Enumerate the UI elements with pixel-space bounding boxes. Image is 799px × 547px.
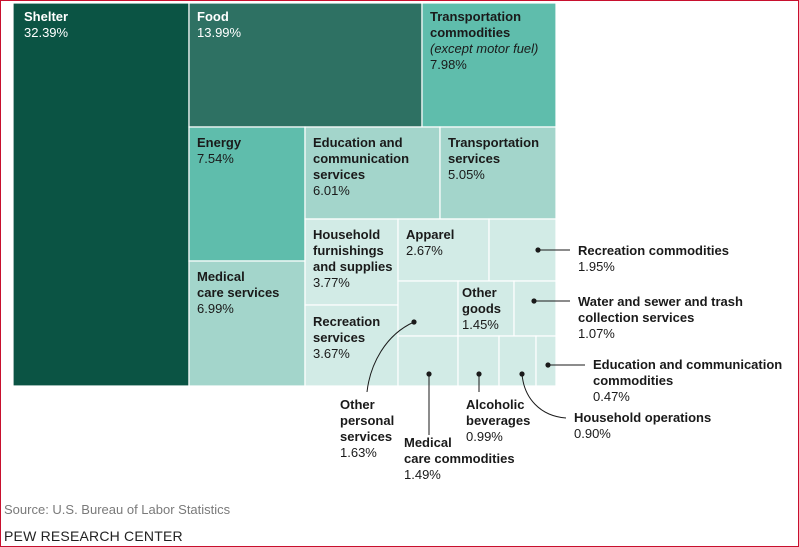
- treemap-tile-shelter: [12, 2, 190, 387]
- treemap-tile-water-and-sewer-and-trash-collection-services: [513, 280, 557, 337]
- tile-label-shelter: Shelter 32.39%: [24, 9, 69, 40]
- callout-label-education-and-communication-commodities: Education and communication commodities 0.…: [593, 357, 782, 404]
- leader-dot-recreation-commodities: [535, 247, 541, 253]
- treemap-tile-other-goods: [457, 280, 515, 337]
- callout-label-household-operations: Household operations 0.90%: [574, 410, 711, 441]
- leader-dot-household-operations: [519, 371, 525, 377]
- treemap-tile-recreation-services: [304, 304, 399, 387]
- leader-dot-other-personal-services: [411, 319, 417, 325]
- leader-dot-alcoholic-beverages: [476, 371, 482, 377]
- tile-label-medical-care-services: Medical care services 6.99%: [197, 269, 279, 316]
- treemap-tile-transportation-commodities: [421, 2, 557, 128]
- treemap-tile-medical-care-commodities: [397, 335, 459, 387]
- treemap-tile-household-furnishings-and-supplies: [304, 218, 399, 306]
- tile-label-apparel: Apparel 2.67%: [406, 227, 454, 258]
- treemap-tile-apparel: [397, 218, 490, 282]
- treemap-tile-food: [188, 2, 423, 128]
- brand-label: PEW RESEARCH CENTER: [4, 528, 183, 544]
- leader-dot-water-and-sewer-and-trash-collection-services: [531, 298, 537, 304]
- callout-label-other-personal-services: Other personal services 1.63%: [340, 397, 394, 460]
- callout-label-water-and-sewer-and-trash-collection-services: Water and sewer and trash collection serv…: [578, 294, 743, 341]
- source-note: Source: U.S. Bureau of Labor Statistics: [4, 502, 231, 517]
- leader-dot-medical-care-commodities: [426, 371, 432, 377]
- treemap-tile-household-operations: [498, 335, 537, 387]
- leader-line-other-personal-services: [366, 321, 415, 393]
- tile-label-food: Food 13.99%: [197, 9, 242, 40]
- callout-label-alcoholic-beverages: Alcoholic beverages 0.99%: [466, 397, 530, 444]
- tile-label-recreation-services: Recreation services 3.67%: [313, 314, 380, 361]
- tile-label-transportation-services: Transportation services 5.05%: [448, 135, 539, 182]
- treemap-tile-education-and-communication-services: [304, 126, 441, 220]
- callout-label-medical-care-commodities: Medical care commodities 1.49%: [404, 435, 515, 482]
- tile-label-energy: Energy 7.54%: [197, 135, 242, 166]
- treemap-tile-education-and-communication-commodities: [535, 335, 557, 387]
- leader-dot-education-and-communication-commodities: [545, 362, 551, 368]
- treemap-tile-medical-care-services: [188, 260, 306, 387]
- tile-label-transportation-commodities: Transportation commodities (except motor f…: [430, 9, 538, 72]
- tile-label-other-goods: Other goods 1.45%: [462, 285, 501, 332]
- leader-line-household-operations: [521, 373, 567, 419]
- callout-label-recreation-commodities: Recreation commodities 1.95%: [578, 243, 729, 274]
- tile-label-household-furnishings-and-supplies: Household furnishings and supplies 3.77%: [313, 227, 392, 290]
- tile-label-education-and-communication-services: Education and communication services 6.01%: [313, 135, 409, 198]
- treemap-tile-other-personal-services: [397, 280, 459, 337]
